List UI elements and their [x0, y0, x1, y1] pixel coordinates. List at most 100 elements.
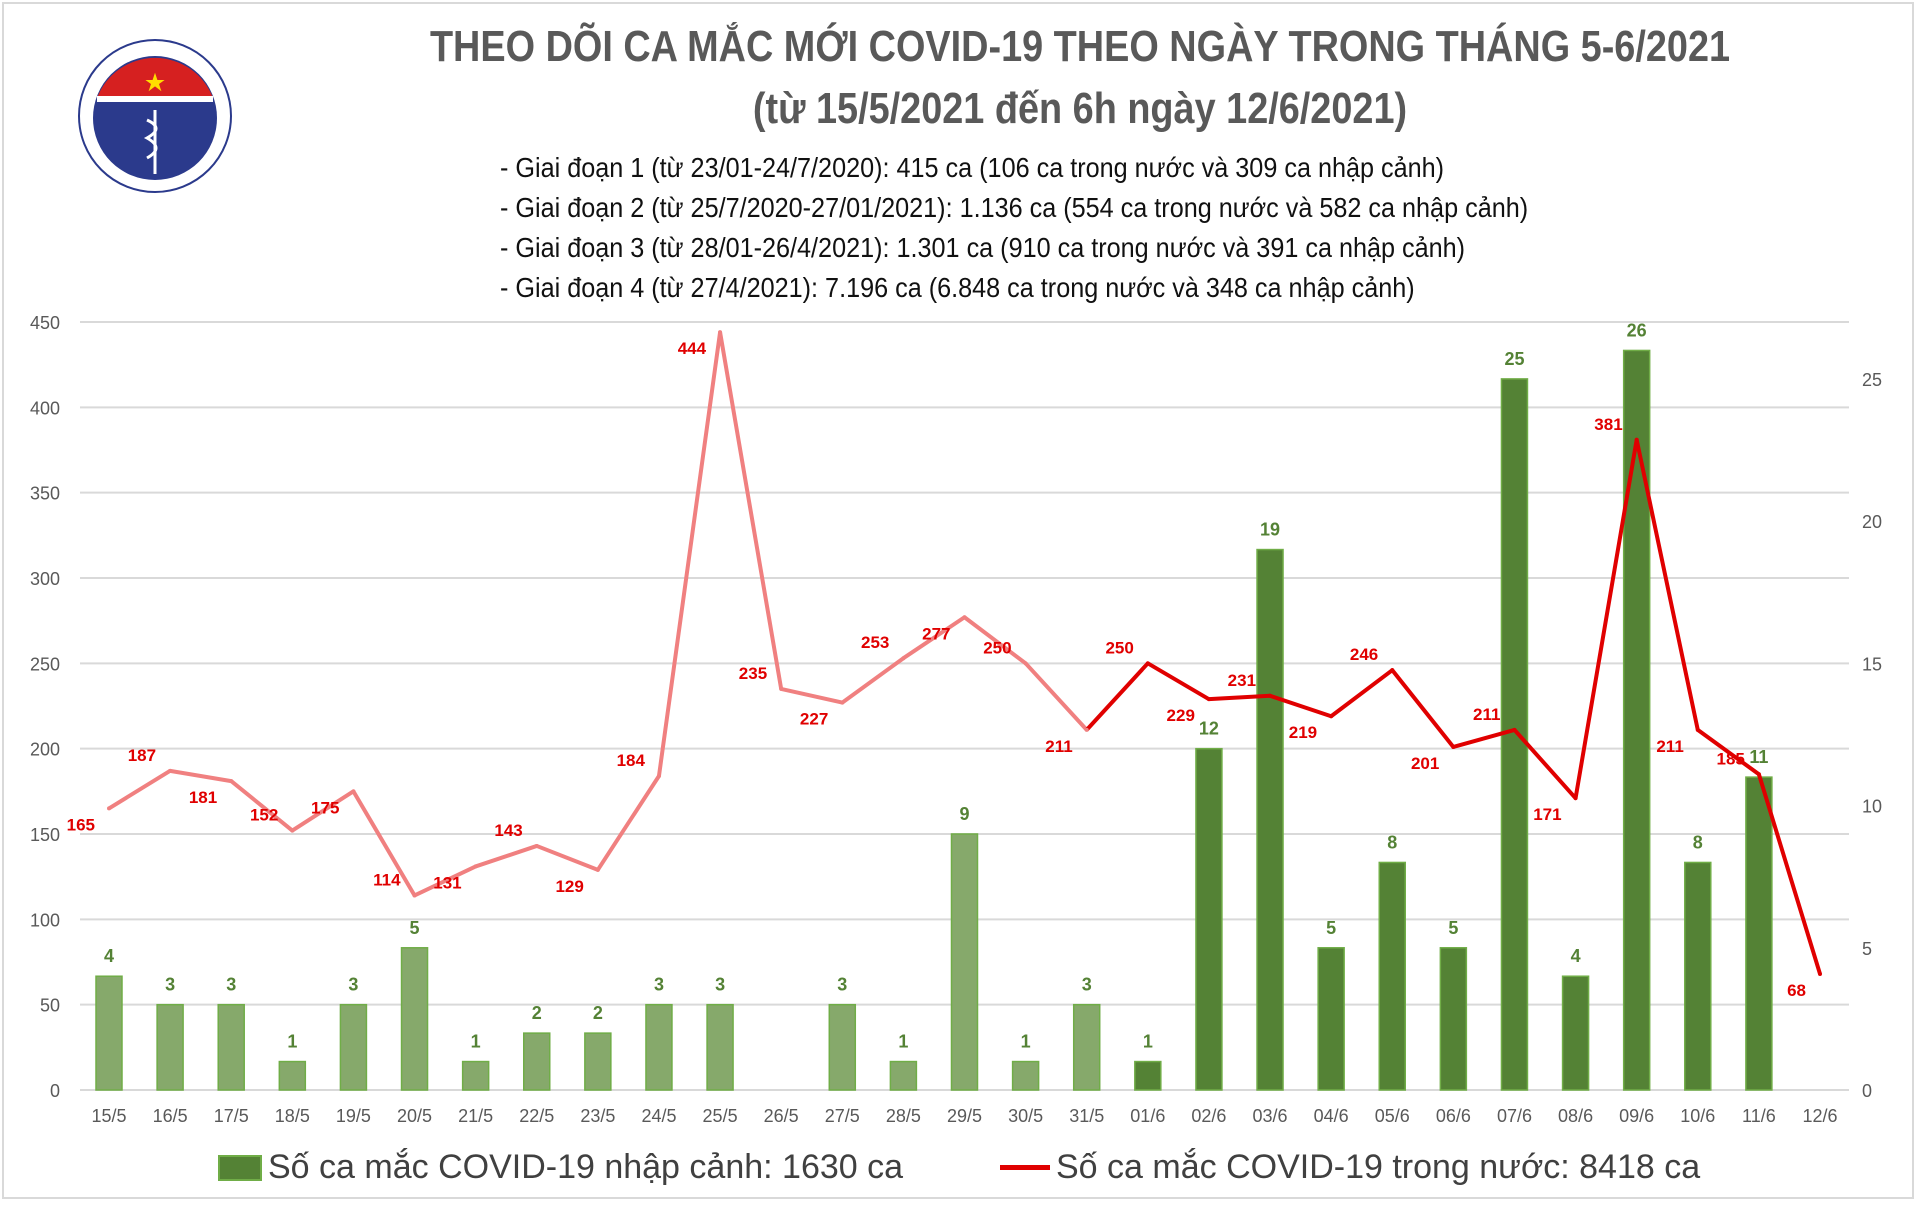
x-axis-tick: 02/6	[1191, 1106, 1226, 1126]
left-axis-tick: 400	[30, 398, 60, 418]
x-axis-tick: 07/6	[1497, 1106, 1532, 1126]
bar-label: 11	[1749, 747, 1768, 767]
bar-label: 1	[1021, 1032, 1031, 1052]
bar-label: 5	[410, 918, 420, 938]
line-point	[1695, 727, 1700, 732]
line-label: 253	[861, 633, 889, 652]
x-axis-tick: 27/5	[825, 1106, 860, 1126]
bar-label: 1	[1143, 1032, 1153, 1052]
line-label: 165	[67, 815, 95, 834]
bar-label: 8	[1387, 832, 1397, 852]
bar	[1195, 747, 1223, 1091]
line-point	[1206, 697, 1211, 702]
bar-label: 26	[1627, 320, 1647, 340]
chart-title: THEO DÕI CA MẮC MỚI COVID-19 THEO NGÀY T…	[429, 22, 1731, 71]
x-axis-tick: 04/6	[1314, 1106, 1349, 1126]
line-label: 219	[1289, 723, 1317, 742]
x-axis-tick: 19/5	[336, 1106, 371, 1126]
bar-label: 3	[165, 975, 175, 995]
bar-label: 3	[226, 975, 236, 995]
line-point	[351, 789, 356, 794]
bar	[1072, 1003, 1101, 1091]
line-point	[779, 686, 784, 691]
legend-bar: Số ca mắc COVID-19 nhập cảnh: 1630 ca	[218, 1148, 903, 1187]
legend-bar-label: Số ca mắc COVID-19 nhập cảnh: 1630 ca	[268, 1148, 904, 1186]
left-axis-tick: 450	[30, 313, 60, 333]
line-point	[412, 893, 417, 898]
line-label: 235	[739, 664, 767, 683]
line-label: 184	[617, 751, 646, 770]
x-axis-tick: 22/5	[519, 1106, 554, 1126]
ministry-logo	[78, 39, 232, 193]
left-axis-tick: 0	[50, 1081, 60, 1101]
bar-label: 1	[471, 1032, 481, 1052]
x-axis-tick: 28/5	[886, 1106, 921, 1126]
x-axis-tick: 18/5	[275, 1106, 310, 1126]
legend-line-label: Số ca mắc COVID-19 trong nước: 8418 ca	[1056, 1148, 1701, 1186]
bar-label: 3	[654, 975, 664, 995]
bar-label: 5	[1326, 918, 1336, 938]
line-label: 187	[128, 746, 156, 765]
bar	[523, 1032, 551, 1091]
line-label: 246	[1350, 645, 1378, 664]
right-axis-tick: 10	[1862, 797, 1882, 817]
line-point	[901, 656, 906, 661]
bar-label: 3	[348, 975, 358, 995]
line-label: 143	[494, 821, 522, 840]
line-point	[1512, 727, 1517, 732]
left-axis-tick: 300	[30, 569, 60, 589]
bar	[1561, 975, 1590, 1091]
bar-label: 3	[837, 975, 847, 995]
bar	[278, 1060, 307, 1091]
phase-4: - Giai đoạn 4 (từ 27/4/2021): 7.196 ca (…	[500, 272, 1415, 303]
bar-label: 1	[898, 1032, 908, 1052]
legend-line-swatch	[1000, 1165, 1050, 1170]
bar-label: 5	[1448, 918, 1458, 938]
bar-label: 25	[1504, 349, 1524, 369]
x-axis-tick: 17/5	[214, 1106, 249, 1126]
x-axis-tick: 12/6	[1802, 1106, 1837, 1126]
bar	[584, 1032, 612, 1091]
line-label: 381	[1594, 415, 1622, 434]
bar	[217, 1003, 245, 1091]
bar	[645, 1003, 673, 1091]
line-label: 211	[1473, 705, 1500, 724]
line-label: 114	[373, 870, 401, 889]
x-axis-tick: 01/6	[1130, 1106, 1165, 1126]
line-point	[473, 864, 478, 869]
legend-line: Số ca mắc COVID-19 trong nước: 8418 ca	[1000, 1148, 1700, 1187]
bar	[1256, 548, 1284, 1091]
line-point	[1268, 693, 1273, 698]
x-axis-tick: 31/5	[1069, 1106, 1104, 1126]
left-axis-tick: 250	[30, 654, 60, 674]
line-label: 250	[1105, 638, 1133, 657]
bar-label: 2	[532, 1003, 542, 1023]
bar-label: 8	[1693, 832, 1703, 852]
line-label: 181	[189, 788, 217, 807]
x-axis-tick: 11/6	[1742, 1106, 1776, 1126]
line-label: 171	[1533, 805, 1561, 824]
bar-label: 2	[593, 1003, 603, 1023]
x-axis-tick: 16/5	[153, 1106, 188, 1126]
line-point	[962, 615, 967, 620]
bar	[1684, 861, 1712, 1091]
line-point	[1451, 744, 1456, 749]
line-point	[107, 806, 111, 811]
x-axis-tick: 09/6	[1619, 1106, 1654, 1126]
phase-2: - Giai đoạn 2 (từ 25/7/2020-27/01/2021):…	[500, 192, 1529, 223]
bar-label: 19	[1260, 520, 1280, 540]
line-point	[1573, 796, 1578, 801]
left-axis-tick: 150	[30, 825, 60, 845]
bar	[1317, 947, 1345, 1091]
bar	[156, 1003, 184, 1091]
bar	[339, 1003, 368, 1091]
bar	[1011, 1060, 1040, 1091]
x-axis-tick: 30/5	[1008, 1106, 1043, 1126]
line-point	[534, 843, 539, 848]
line-label: 129	[555, 877, 583, 896]
left-axis-tick: 50	[40, 996, 60, 1016]
x-axis-tick: 06/6	[1436, 1106, 1471, 1126]
line-point	[168, 768, 173, 773]
